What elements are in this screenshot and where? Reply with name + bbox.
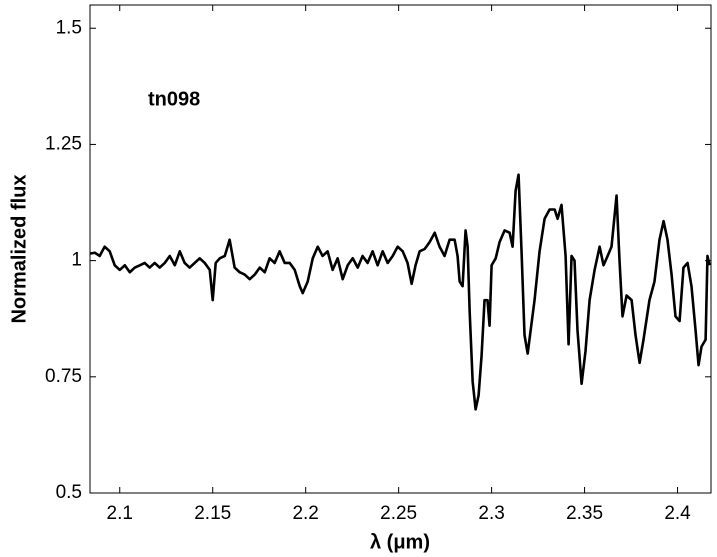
x-tick-label: 2.2 [292, 503, 318, 524]
x-tick-label: 2.3 [478, 503, 504, 524]
x-tick-label: 2.15 [194, 503, 231, 524]
x-tick-label: 2.1 [107, 503, 133, 524]
y-tick-label: 0.5 [56, 482, 82, 503]
y-tick-label: 0.75 [45, 366, 82, 387]
plot-frame [89, 4, 712, 494]
x-tick-label: 2.4 [664, 503, 691, 524]
x-tick-label: 2.25 [380, 503, 417, 524]
y-tick-label: 1.5 [56, 17, 82, 38]
x-tick-label: 2.35 [566, 503, 603, 524]
x-axis-label: λ (μm) [370, 531, 430, 553]
y-axis-label: Normalized flux [8, 175, 30, 324]
annotation: tn098 [148, 88, 200, 110]
spectrum-line [89, 173, 711, 411]
y-tick-label: 1.25 [45, 133, 82, 154]
y-tick-label: 1 [71, 250, 82, 271]
